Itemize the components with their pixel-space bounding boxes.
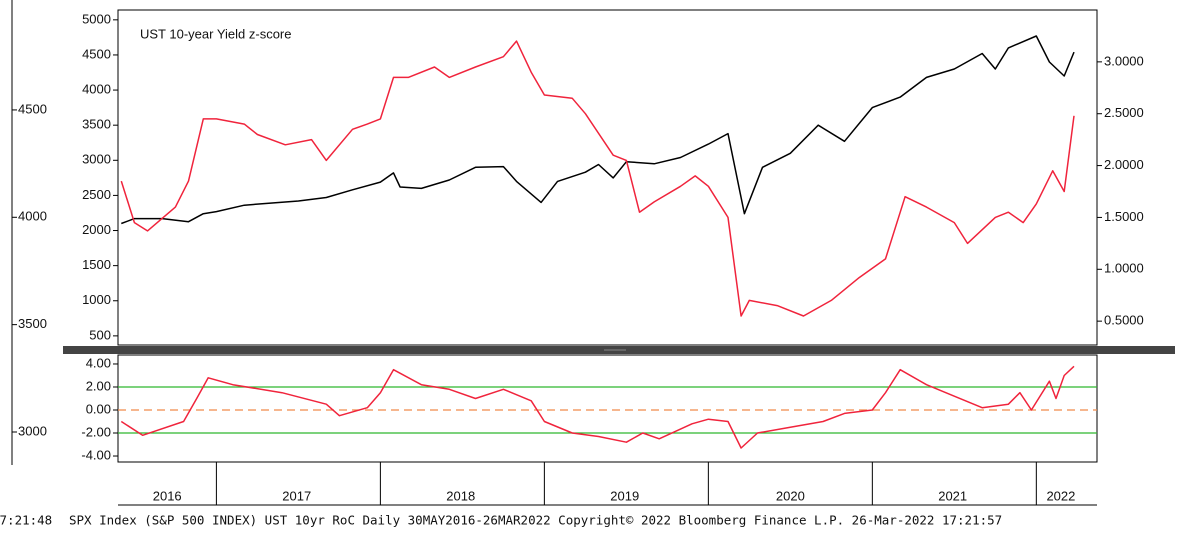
- y2-tick-label: 2.5000: [1104, 105, 1144, 120]
- y3-tick-label: 4000: [18, 209, 47, 224]
- y2-tick-label: 1.0000: [1104, 261, 1144, 276]
- y-tick-label: 2500: [82, 187, 111, 202]
- x-tick-label: 2021: [938, 488, 967, 503]
- x-tick-label: 2022: [1046, 488, 1075, 503]
- y-tick-label: 5000: [82, 11, 111, 26]
- chart-title: UST 10-year Yield z-score: [140, 26, 292, 41]
- title-background: [134, 18, 464, 50]
- left-timestamp: 17:21:48: [0, 513, 52, 528]
- y-tick-label: 2000: [82, 222, 111, 237]
- plot-area: [117, 9, 1098, 346]
- y3-tick-label: 3000: [18, 423, 47, 438]
- series-line: [120, 365, 1075, 449]
- y3-tick-label: 3500: [18, 316, 47, 331]
- y-tick-label: -2.00: [81, 424, 111, 439]
- y-tick-label: 3000: [82, 152, 111, 167]
- y-tick-label: 1000: [82, 292, 111, 307]
- series-line: [121, 35, 1075, 225]
- footer: SPX Index (S&P 500 INDEX) UST 10yr RoC D…: [69, 513, 1002, 528]
- y2-tick-label: 0.5000: [1104, 313, 1144, 328]
- y3-tick-label: 4500: [18, 101, 47, 116]
- y-tick-label: 2.00: [86, 378, 111, 393]
- y2-tick-label: 1.5000: [1104, 209, 1144, 224]
- x-tick-label: 2016: [153, 488, 182, 503]
- x-tick-label: 2018: [446, 488, 475, 503]
- y-tick-label: 4000: [82, 82, 111, 97]
- y-tick-label: 0.00: [86, 401, 111, 416]
- x-tick-label: 2019: [610, 488, 639, 503]
- y2-tick-label: 3.0000: [1104, 53, 1144, 68]
- y-tick-label: 4.00: [86, 355, 111, 370]
- y-tick-label: 4500: [82, 46, 111, 61]
- x-tick-label: 2017: [282, 488, 311, 503]
- y-tick-label: 1500: [82, 257, 111, 272]
- y-tick-label: 500: [89, 327, 111, 342]
- y-tick-label: 3500: [82, 117, 111, 132]
- series-line: [120, 40, 1075, 317]
- y2-tick-label: 2.0000: [1104, 157, 1144, 172]
- x-tick-label: 2020: [776, 488, 805, 503]
- plot-area: [117, 354, 1098, 463]
- y-tick-label: -4.00: [81, 447, 111, 462]
